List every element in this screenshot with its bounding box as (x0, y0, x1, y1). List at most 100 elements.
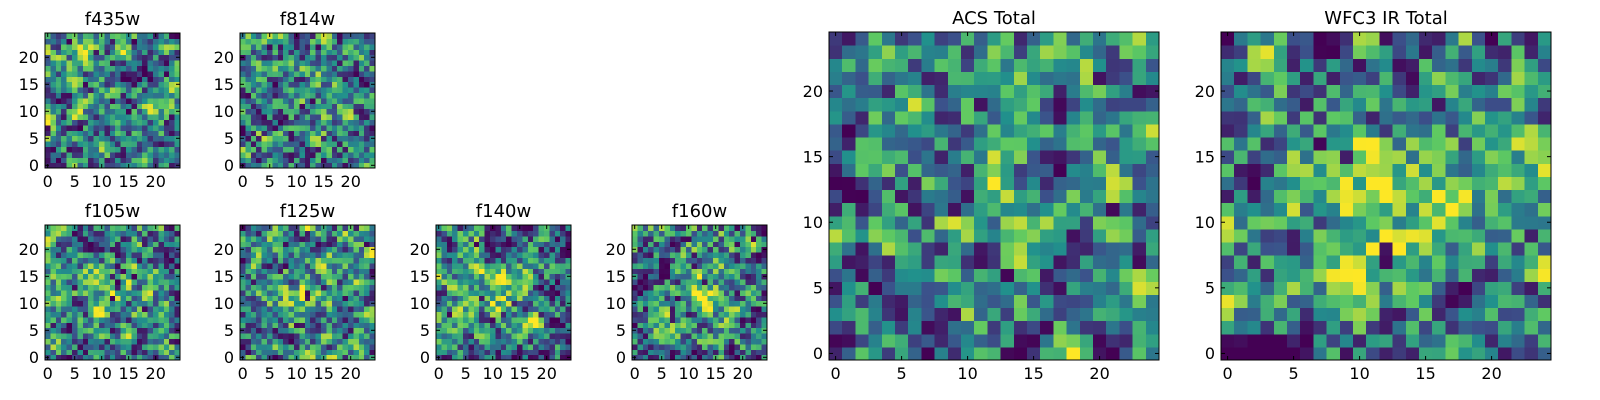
heatmap-cell (158, 103, 165, 110)
heatmap-cell (331, 76, 338, 83)
heatmap-cell (120, 252, 127, 258)
heatmap-cell (82, 225, 89, 231)
heatmap-cell (1145, 71, 1160, 86)
heatmap-cell (947, 228, 962, 243)
heatmap-cell (272, 252, 279, 258)
heatmap-cell (82, 38, 89, 45)
heatmap-cell (761, 235, 768, 242)
panel-title: f105w (85, 201, 140, 222)
heatmap-cell (326, 43, 333, 50)
heatmap-cell (1066, 268, 1081, 282)
heatmap-cell (82, 108, 89, 115)
heatmap-cell (921, 163, 936, 177)
heatmap-cell (288, 257, 295, 264)
heatmap-cell (653, 225, 660, 231)
heatmap-cell (664, 230, 671, 237)
heatmap-cell (675, 316, 682, 323)
heatmap-cell (1040, 97, 1054, 112)
heatmap-cell (947, 346, 962, 361)
heatmap-cell (680, 354, 687, 361)
heatmap-cell (1485, 241, 1499, 256)
heatmap-cell (55, 65, 62, 72)
heatmap-cell (1247, 163, 1262, 177)
heatmap-cell (713, 300, 719, 307)
heatmap-cell (109, 311, 116, 318)
heatmap-cell (272, 151, 279, 158)
heatmap-cell (868, 45, 883, 59)
heatmap-cell (934, 255, 949, 269)
heatmap-cell (1445, 320, 1460, 335)
heatmap-cell (283, 92, 290, 99)
heatmap-cell (1132, 320, 1147, 335)
heatmap-cell (72, 81, 78, 88)
heatmap-cell (495, 279, 502, 285)
heatmap-cell (479, 300, 486, 307)
heatmap-cell (169, 279, 176, 285)
heatmap-cell (126, 284, 132, 291)
heatmap-cell (304, 241, 311, 248)
heatmap-cell (1145, 58, 1160, 72)
heatmap-cell (66, 225, 73, 231)
heatmap-cell (294, 76, 300, 83)
heatmap-cell (745, 268, 752, 275)
heatmap-cell (1313, 333, 1328, 348)
heatmap-cell (511, 354, 518, 361)
heatmap-cell (304, 311, 311, 318)
heatmap-cell (104, 33, 111, 39)
heatmap-cell (304, 268, 311, 275)
heatmap-cell (506, 225, 513, 231)
heatmap-cell (369, 103, 376, 110)
heatmap-cell (294, 257, 300, 264)
heatmap-cell (364, 295, 371, 302)
heatmap-cell (337, 262, 344, 269)
heatmap-cell (142, 103, 149, 110)
heatmap-cell (829, 333, 843, 348)
heatmap-cell (653, 311, 660, 318)
heatmap-cell (55, 338, 62, 345)
heatmap-cell (533, 241, 540, 248)
heatmap-cell (283, 38, 290, 45)
heatmap-cell (126, 279, 132, 285)
heatmap-cell (342, 97, 349, 104)
heatmap-cell (315, 54, 322, 61)
heatmap-cell (337, 162, 344, 169)
heatmap-cell (1027, 333, 1041, 348)
heatmap-cell (538, 316, 545, 323)
heatmap-cell (348, 322, 354, 329)
heatmap-cell (294, 230, 300, 237)
heatmap-cell (691, 273, 698, 280)
heatmap-cell (45, 333, 51, 339)
heatmap-cell (120, 97, 127, 104)
heatmap-cell (1119, 45, 1134, 59)
heatmap-cell (1079, 58, 1094, 72)
heatmap-cell (250, 230, 257, 237)
heatmap-cell (50, 262, 57, 269)
heatmap-cell (109, 284, 116, 291)
heatmap-cell (310, 257, 317, 264)
heatmap-cell (267, 87, 273, 93)
heatmap-cell (696, 354, 703, 361)
heatmap-cell (908, 228, 922, 243)
heatmap-cell (664, 300, 671, 307)
heatmap-cell (72, 49, 78, 56)
heatmap-cell (364, 316, 371, 323)
heatmap-cell (723, 300, 730, 307)
heatmap-cell (1000, 268, 1015, 282)
heatmap-cell (66, 284, 73, 291)
heatmap-cell (1326, 163, 1341, 177)
heatmap-cell (829, 294, 843, 309)
heatmap-cell (1000, 97, 1015, 112)
heatmap-cell (342, 306, 349, 312)
heatmap-cell (331, 279, 338, 285)
heatmap-cell (45, 338, 51, 345)
heatmap-cell (283, 327, 290, 334)
heatmap-cell (947, 294, 962, 309)
heatmap-cell (1079, 307, 1094, 322)
heatmap-cell (163, 333, 170, 339)
heatmap-cell (353, 146, 360, 153)
heatmap-cell (131, 279, 138, 285)
y-tick-label: 15 (410, 267, 430, 286)
heatmap-cell (304, 70, 311, 77)
heatmap-cell (131, 284, 138, 291)
heatmap-cell (1379, 255, 1394, 269)
